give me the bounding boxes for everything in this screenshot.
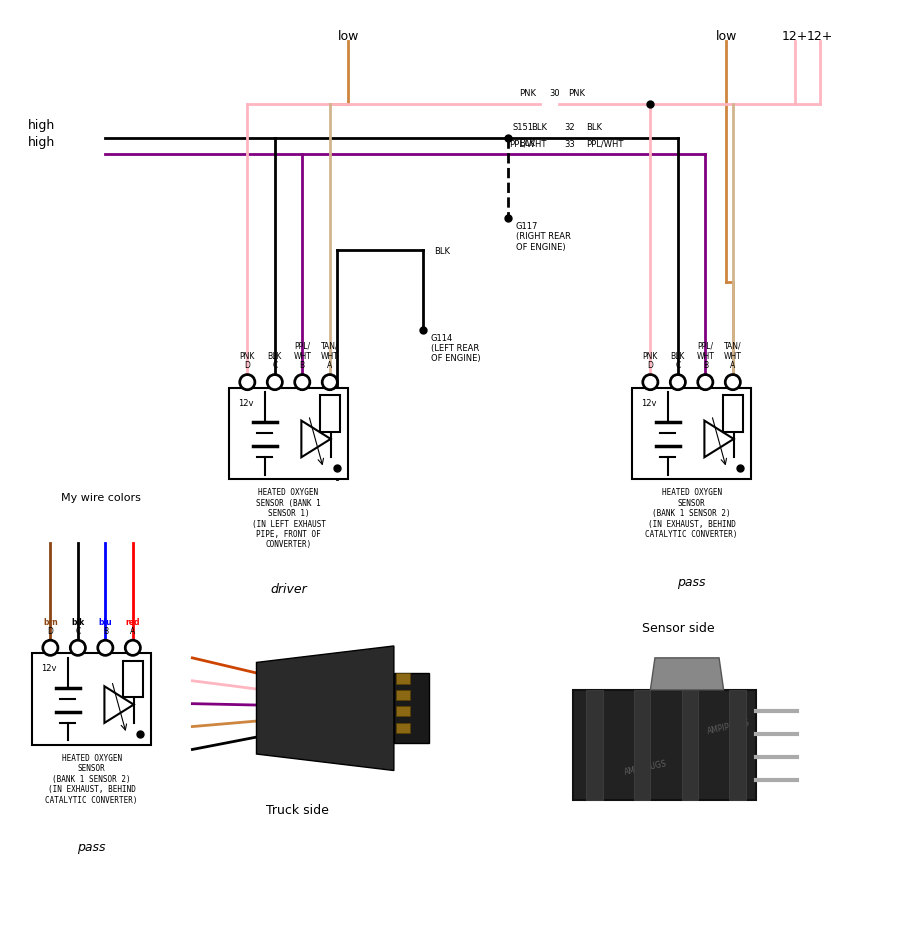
Text: blu: blu — [99, 617, 112, 627]
Text: BLK: BLK — [519, 140, 535, 148]
Circle shape — [642, 374, 659, 390]
Circle shape — [294, 374, 311, 390]
Circle shape — [727, 377, 738, 387]
Text: G117
(RIGHT REAR
OF ENGINE): G117 (RIGHT REAR OF ENGINE) — [516, 222, 571, 251]
Text: BLK: BLK — [434, 247, 450, 256]
Polygon shape — [650, 658, 724, 690]
Bar — [723, 395, 743, 432]
Circle shape — [645, 377, 656, 387]
Bar — [632, 387, 751, 479]
Bar — [396, 690, 410, 700]
Text: PNK: PNK — [518, 89, 536, 98]
Text: Truck side: Truck side — [267, 804, 329, 817]
Circle shape — [267, 374, 283, 390]
Circle shape — [100, 642, 111, 654]
Bar — [572, 690, 756, 800]
Circle shape — [125, 640, 141, 656]
Circle shape — [97, 640, 114, 656]
Circle shape — [672, 377, 683, 387]
Text: 12+: 12+ — [782, 31, 808, 44]
Text: TAN/
WHT: TAN/ WHT — [321, 342, 339, 361]
Bar — [394, 673, 429, 743]
Text: pass: pass — [677, 576, 706, 589]
Bar — [320, 395, 340, 432]
Bar — [634, 690, 650, 800]
Circle shape — [322, 374, 338, 390]
Bar — [32, 654, 151, 745]
Bar — [229, 387, 348, 479]
Text: B: B — [300, 361, 305, 371]
Bar — [682, 690, 698, 800]
Text: 33: 33 — [564, 140, 575, 149]
Text: PNK: PNK — [568, 89, 585, 98]
Bar — [586, 690, 603, 800]
Text: pass: pass — [77, 841, 106, 854]
Text: D: D — [648, 361, 653, 371]
Text: My wire colors: My wire colors — [60, 493, 141, 503]
Polygon shape — [256, 646, 394, 771]
Text: S151: S151 — [513, 123, 534, 132]
Bar — [123, 661, 143, 697]
Circle shape — [242, 377, 253, 387]
Text: high: high — [27, 119, 55, 132]
Text: 32: 32 — [564, 123, 575, 132]
Text: B: B — [103, 627, 108, 636]
Text: 12v: 12v — [41, 665, 57, 673]
Text: Sensor side: Sensor side — [641, 622, 714, 635]
Text: D: D — [48, 627, 53, 636]
Circle shape — [70, 640, 86, 656]
Circle shape — [297, 377, 308, 387]
Text: red: red — [125, 617, 140, 627]
Text: D: D — [245, 361, 250, 371]
Circle shape — [45, 642, 56, 654]
Circle shape — [127, 642, 138, 654]
Text: HEATED OXYGEN
SENSOR (BANK 1
SENSOR 1)
(IN LEFT EXHAUST
PIPE, FRONT OF
CONVERTER: HEATED OXYGEN SENSOR (BANK 1 SENSOR 1) (… — [252, 489, 325, 549]
Text: driver: driver — [270, 583, 307, 596]
Text: low: low — [337, 31, 359, 44]
Text: blk: blk — [71, 617, 84, 627]
Text: 12v: 12v — [238, 398, 254, 408]
Bar — [396, 722, 410, 733]
Text: A: A — [130, 627, 136, 636]
Circle shape — [670, 374, 686, 390]
Text: HEATED OXYGEN
SENSOR
(BANK 1 SENSOR 2)
(IN EXHAUST, BEHIND
CATALYTIC CONVERTER): HEATED OXYGEN SENSOR (BANK 1 SENSOR 2) (… — [646, 489, 737, 539]
Text: 12+: 12+ — [807, 31, 833, 44]
Text: G114
(LEFT REAR
OF ENGINE): G114 (LEFT REAR OF ENGINE) — [431, 333, 480, 363]
Text: AMPIPLUGS: AMPIPLUGS — [624, 759, 668, 776]
Text: low: low — [715, 31, 737, 44]
Text: BLK: BLK — [531, 123, 547, 132]
Text: A: A — [730, 361, 736, 371]
Circle shape — [72, 642, 83, 654]
Text: BLK: BLK — [267, 352, 282, 361]
Text: PPL/
WHT: PPL/ WHT — [696, 342, 714, 361]
Text: HEATED OXYGEN
SENSOR
(BANK 1 SENSOR 2)
(IN EXHAUST, BEHIND
CATALYTIC CONVERTER): HEATED OXYGEN SENSOR (BANK 1 SENSOR 2) (… — [46, 754, 137, 804]
Text: PPL/WHT: PPL/WHT — [509, 140, 547, 149]
Text: brn: brn — [43, 617, 58, 627]
Text: PPL/WHT: PPL/WHT — [586, 140, 624, 149]
Bar — [396, 707, 410, 717]
Circle shape — [269, 377, 280, 387]
Circle shape — [239, 374, 256, 390]
Bar — [729, 690, 746, 800]
Bar — [396, 673, 410, 683]
Text: 12v: 12v — [641, 398, 657, 408]
Text: AMPIPLUGS: AMPIPLUGS — [706, 718, 750, 735]
Circle shape — [324, 377, 335, 387]
Circle shape — [700, 377, 711, 387]
Text: B: B — [703, 361, 708, 371]
Text: C: C — [75, 627, 81, 636]
Text: high: high — [27, 136, 55, 149]
Circle shape — [42, 640, 59, 656]
Text: BLK: BLK — [586, 123, 602, 132]
Text: TAN/
WHT: TAN/ WHT — [724, 342, 742, 361]
Text: C: C — [272, 361, 278, 371]
Text: PNK: PNK — [643, 352, 658, 361]
Text: 30: 30 — [549, 89, 560, 98]
Circle shape — [725, 374, 741, 390]
Text: BLK: BLK — [671, 352, 685, 361]
Text: C: C — [675, 361, 681, 371]
Circle shape — [697, 374, 714, 390]
Text: A: A — [327, 361, 333, 371]
Text: PPL/
WHT: PPL/ WHT — [293, 342, 311, 361]
Text: PNK: PNK — [240, 352, 255, 361]
